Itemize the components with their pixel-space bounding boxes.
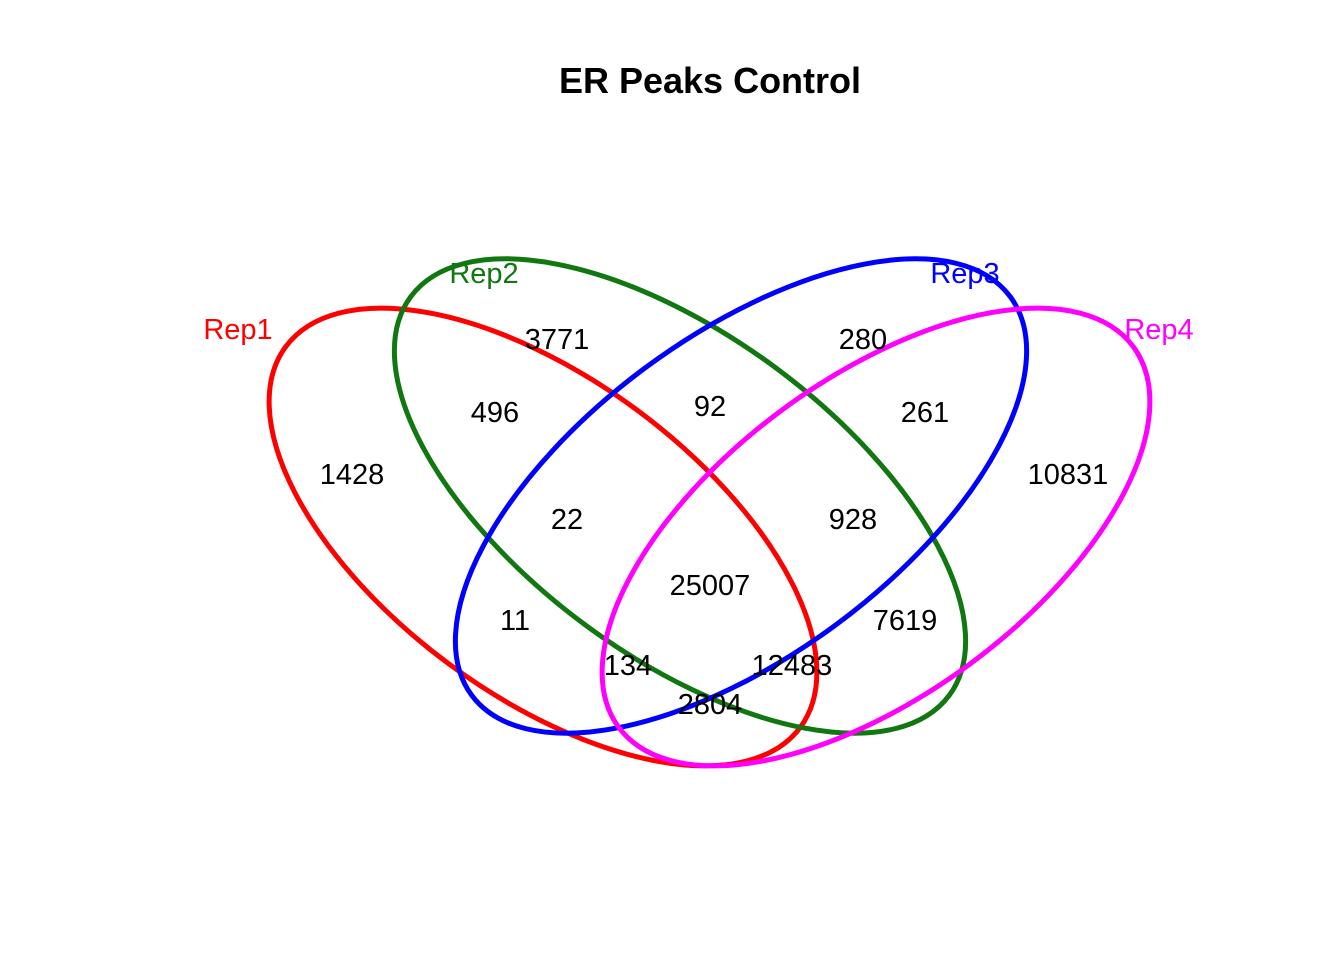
count-rep1-rep2-rep3: 22 [551, 504, 583, 536]
count-rep2-rep3: 92 [694, 391, 726, 423]
count-rep1-only: 1428 [320, 459, 385, 491]
count-rep3-rep4: 261 [901, 397, 949, 429]
count-rep3-only: 280 [839, 324, 887, 356]
rep3-ellipse [452, 256, 1030, 736]
count-rep4-only: 10831 [1028, 459, 1109, 491]
rep1-ellipse [266, 305, 820, 769]
count-rep2-rep4: 7619 [873, 605, 938, 637]
diagram-title: ER Peaks Control [559, 60, 861, 101]
rep1-label: Rep1 [203, 314, 272, 346]
count-rep1-rep3-rep4: 134 [604, 650, 652, 682]
count-rep1-rep2: 496 [471, 397, 519, 429]
rep4-ellipse [599, 305, 1153, 769]
rep2-ellipse [391, 256, 969, 736]
count-rep1-rep3: 11 [500, 605, 530, 637]
count-rep2-rep3-rep4: 928 [829, 504, 877, 536]
count-all-four: 25007 [670, 570, 751, 602]
count-rep1-rep4: 2804 [678, 689, 743, 721]
rep4-label: Rep4 [1124, 314, 1193, 346]
rep2-label: Rep2 [449, 258, 518, 290]
count-rep1-rep2-rep4: 12483 [752, 650, 833, 682]
rep3-label: Rep3 [930, 258, 999, 290]
count-rep2-only: 3771 [525, 324, 590, 356]
